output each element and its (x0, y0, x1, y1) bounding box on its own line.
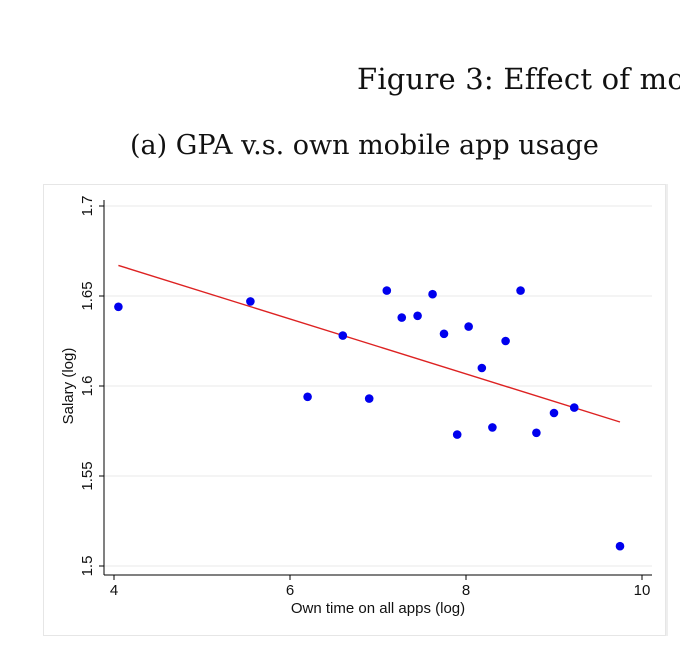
data-point (477, 363, 487, 373)
y-tick-label: 1.6 (79, 376, 96, 397)
y-tick-label: 1.7 (79, 196, 96, 217)
y-tick-label: 1.65 (79, 281, 96, 310)
data-point (338, 331, 348, 340)
y-tick-label: 1.55 (79, 461, 96, 490)
next-panel-edge (666, 184, 668, 636)
subfigure-title: (a) GPA v.s. own mobile app usage (130, 130, 599, 161)
figure-title: Figure 3: Effect of mobi (357, 62, 680, 96)
data-point (516, 286, 525, 295)
axis-ticks: 1.5 1.55 1.6 1.65 1.7 4 6 8 10 (79, 196, 650, 599)
x-axis-label: Own time on all apps (log) (291, 600, 465, 617)
data-point (364, 394, 374, 403)
x-tick-label: 10 (634, 582, 651, 599)
data-point (464, 322, 473, 331)
data-point (439, 329, 449, 339)
data-point (303, 392, 312, 402)
x-tick-label: 8 (462, 582, 470, 599)
y-tick-label: 1.5 (79, 556, 96, 577)
data-points (114, 286, 625, 551)
data-point (452, 430, 462, 439)
chart-panel (43, 184, 666, 636)
grid-lines (104, 205, 652, 567)
data-point (428, 289, 437, 299)
x-tick-label: 4 (110, 582, 118, 599)
data-point (488, 423, 497, 432)
data-point (569, 403, 579, 412)
data-point (549, 408, 559, 418)
data-point (615, 541, 625, 551)
x-tick-label: 6 (286, 582, 294, 599)
fit-line (118, 264, 621, 423)
data-point (114, 302, 123, 312)
data-point (501, 336, 510, 346)
data-point (532, 428, 541, 438)
data-point (397, 313, 407, 322)
y-axis-label: Salary (log) (60, 348, 77, 425)
data-point (413, 311, 422, 321)
data-point (246, 297, 255, 306)
data-point (382, 286, 392, 295)
